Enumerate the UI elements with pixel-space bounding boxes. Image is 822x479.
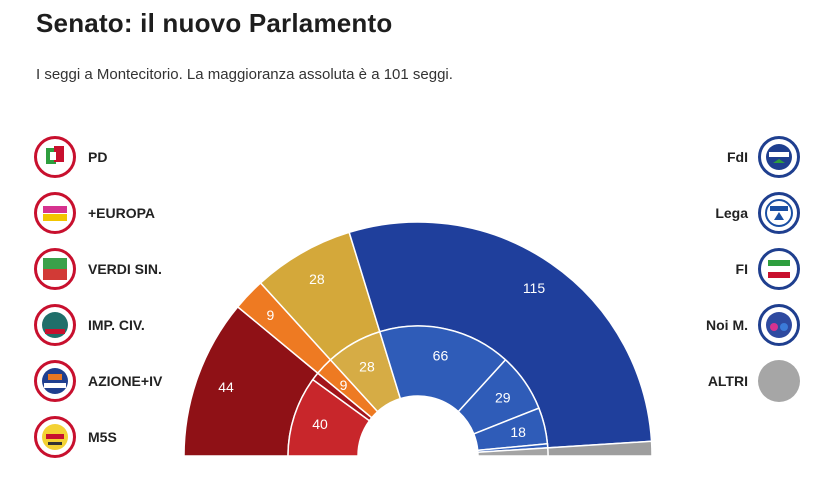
noi-moderati-logo-icon — [758, 304, 800, 346]
legend-item-impciv: IMP. CIV. — [34, 303, 145, 347]
legend-item-pd: PD — [34, 135, 107, 179]
coalition-seat-label-3: 115 — [523, 280, 546, 296]
party-seat-label-0-0: 40 — [312, 416, 328, 432]
azione-italia-viva-logo-icon — [34, 360, 76, 402]
legend-label-fi: FI — [735, 261, 748, 277]
verdi-sinistra-logo-icon — [34, 248, 76, 290]
legend-item-noim: Noi M. — [706, 303, 800, 347]
impegno-civico-logo-icon — [34, 304, 76, 346]
legend-label-pd: PD — [88, 149, 108, 165]
page-title: Senato: il nuovo Parlamento — [36, 8, 393, 38]
party-seat-label-1-0: 9 — [340, 377, 348, 393]
party-seat-label-3-1: 29 — [495, 389, 511, 405]
legend-item-lega: Lega — [715, 191, 800, 235]
legend-label-noim: Noi M. — [706, 317, 748, 333]
party-seat-label-3-2: 18 — [510, 424, 526, 440]
piu-europa-logo-icon — [34, 192, 76, 234]
party-arc-4-0 — [477, 447, 549, 457]
legend-item-fi: FI — [736, 247, 800, 291]
party-arc-3-0 — [378, 325, 507, 413]
legend-label-verdi: VERDI SIN. — [88, 261, 162, 277]
legend-item-verdi: VERDI SIN. — [34, 247, 162, 291]
legend-item-europa: +EUROPA — [34, 191, 155, 235]
legend-label-impciv: IMP. CIV. — [88, 317, 145, 333]
legend-label-m5s: M5S — [88, 429, 117, 445]
lega-logo-icon — [758, 192, 800, 234]
legend-label-azione: AZIONE+IV — [88, 373, 163, 389]
coalition-seat-label-2: 28 — [309, 271, 325, 287]
coalition-seat-label-1: 9 — [266, 307, 274, 323]
legend-item-azione: AZIONE+IV — [34, 359, 162, 403]
legend-item-fdi: FdI — [727, 135, 800, 179]
fratelli-ditalia-logo-icon — [758, 136, 800, 178]
forza-italia-logo-icon — [758, 248, 800, 290]
party-seat-label-2-0: 28 — [359, 359, 375, 375]
party-seat-label-3-0: 66 — [433, 347, 449, 363]
legend-label-altri: ALTRI — [707, 373, 748, 389]
legend-label-lega: Lega — [715, 205, 748, 221]
pd-logo-icon — [34, 136, 76, 178]
legend-item-altri: ALTRI — [708, 359, 800, 403]
movimento-5-stelle-logo-icon — [34, 416, 76, 458]
coalition-seat-label-0: 44 — [218, 379, 234, 395]
legend-label-fdi: FdI — [727, 149, 748, 165]
altri-gray-circle-icon — [758, 360, 800, 402]
legend-label-europa: +EUROPA — [88, 205, 156, 221]
legend-item-m5s: M5S — [34, 415, 117, 459]
page-subtitle: I seggi a Montecitorio. La maggioranza a… — [36, 66, 453, 83]
